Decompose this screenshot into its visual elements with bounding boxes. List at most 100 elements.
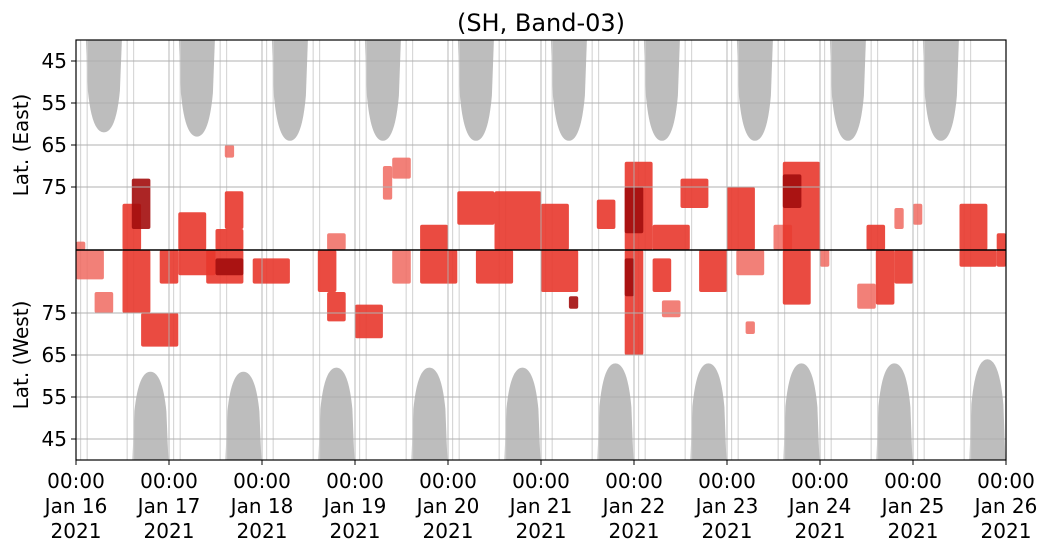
activity-cluster-15 — [252, 258, 290, 284]
activity-cluster-53 — [894, 250, 913, 284]
activity-cluster-6 — [141, 313, 179, 347]
x-tick-label-5-0: 00:00 — [512, 469, 570, 493]
x-tick-label-0-1: Jan 16 — [43, 494, 108, 518]
x-tick-label-1-0: 00:00 — [140, 469, 198, 493]
activity-cluster-35 — [624, 258, 634, 297]
x-tick-label-4-2: 2021 — [423, 519, 474, 543]
x-tick-label-7-0: 00:00 — [698, 469, 756, 493]
activity-cluster-24 — [420, 224, 448, 250]
activity-cluster-10 — [215, 229, 244, 250]
x-tick-label-6-2: 2021 — [609, 519, 660, 543]
activity-cluster-55 — [959, 203, 988, 250]
activity-cluster-52 — [894, 208, 904, 229]
x-tick-label-8-0: 00:00 — [791, 469, 849, 493]
x-tick-label-1-2: 2021 — [144, 519, 195, 543]
daylight-east-9 — [922, 40, 959, 141]
activity-cluster-22 — [392, 250, 411, 284]
activity-cluster-21 — [392, 157, 411, 179]
activity-cluster-18 — [327, 292, 346, 322]
activity-cluster-49 — [866, 224, 886, 250]
x-tick-label-2-1: Jan 18 — [229, 494, 294, 518]
activity-cluster-54 — [913, 203, 923, 225]
x-tick-label-3-2: 2021 — [330, 519, 381, 543]
y-tick-east-label-0: 45 — [42, 49, 67, 73]
daylight-east-6 — [643, 40, 680, 141]
activity-cluster-38 — [661, 300, 681, 318]
activity-cluster-13 — [224, 145, 235, 158]
activity-cluster-41 — [727, 187, 755, 250]
activity-cluster-12 — [215, 258, 244, 276]
y-tick-east-label-2: 65 — [42, 133, 67, 157]
x-tick-label-8-1: Jan 24 — [787, 494, 852, 518]
daylight-east-5 — [550, 40, 587, 141]
activity-cluster-1 — [76, 250, 104, 280]
daylight-west-6 — [690, 363, 727, 460]
x-tick-label-6-1: Jan 22 — [601, 494, 666, 518]
x-tick-label-9-0: 00:00 — [884, 469, 942, 493]
y-tick-west-label-3: 45 — [42, 427, 67, 451]
x-tick-label-3-0: 00:00 — [326, 469, 384, 493]
activity-cluster-56 — [959, 250, 997, 267]
x-tick-label-10-1: Jan 26 — [973, 494, 1038, 518]
activity-cluster-46 — [782, 174, 802, 208]
activity-cluster-26 — [475, 250, 514, 284]
activity-cluster-17 — [317, 250, 337, 292]
x-tick-label-2-2: 2021 — [237, 519, 288, 543]
daylight-layer — [80, 40, 1006, 460]
x-tick-label-2-0: 00:00 — [233, 469, 291, 493]
activity-cluster-39 — [680, 178, 709, 208]
activity-cluster-37 — [652, 258, 672, 292]
x-tick-label-5-1: Jan 21 — [508, 494, 573, 518]
activity-cluster-4 — [131, 178, 151, 229]
x-tick-label-6-0: 00:00 — [605, 469, 663, 493]
activity-cluster-2 — [94, 292, 114, 313]
activity-cluster-50 — [857, 283, 876, 309]
y-tick-east-label-1: 55 — [42, 91, 67, 115]
daylight-east-8 — [829, 40, 866, 141]
daylight-east-0 — [85, 40, 122, 133]
daylight-east-1 — [178, 40, 215, 137]
y-axis-east-label: Lat. (East) — [9, 94, 33, 197]
activity-cluster-48 — [820, 250, 830, 267]
daylight-east-3 — [364, 40, 401, 141]
daylight-west-9 — [969, 359, 1006, 460]
y-tick-west-label-0: 75 — [42, 301, 67, 325]
x-tick-label-10-2: 2021 — [981, 519, 1032, 543]
daylight-east-4 — [457, 40, 494, 141]
x-tick-label-0-2: 2021 — [51, 519, 102, 543]
x-tick-label-1-1: Jan 17 — [136, 494, 201, 518]
activity-cluster-36 — [652, 224, 690, 250]
x-tick-label-4-1: Jan 20 — [415, 494, 480, 518]
daylight-west-2 — [318, 367, 355, 460]
daylight-west-4 — [504, 367, 541, 460]
x-tick-label-3-1: Jan 19 — [322, 494, 387, 518]
activity-cluster-14 — [224, 191, 244, 229]
daylight-west-0 — [132, 371, 169, 460]
x-tick-label-9-1: Jan 25 — [880, 494, 945, 518]
activity-cluster-57 — [996, 233, 1006, 250]
activity-cluster-29 — [541, 250, 579, 292]
activity-cluster-0 — [76, 241, 86, 250]
y-tick-east-label-3: 75 — [42, 175, 67, 199]
activity-cluster-28 — [541, 203, 569, 250]
activity-cluster-19 — [355, 304, 383, 339]
y-axis-west-label: Lat. (West) — [9, 301, 33, 410]
daylight-west-1 — [225, 371, 262, 460]
activity-cluster-43 — [745, 321, 755, 334]
x-tick-label-0-0: 00:00 — [47, 469, 105, 493]
activity-cluster-47 — [782, 250, 811, 305]
activity-cluster-25 — [457, 191, 495, 225]
activity-cluster-27 — [494, 191, 541, 250]
x-tick-label-5-2: 2021 — [516, 519, 567, 543]
y-axis-west-ticks: 75 65 55 45 — [42, 301, 76, 451]
x-tick-label-7-1: Jan 23 — [694, 494, 759, 518]
chart-title: (SH, Band-03) — [457, 9, 625, 37]
x-tick-label-10-0: 00:00 — [977, 469, 1035, 493]
activity-cluster-40 — [699, 250, 727, 292]
daylight-west-3 — [411, 367, 448, 460]
activity-cluster-51 — [875, 250, 895, 305]
daylight-west-8 — [876, 363, 913, 460]
activity-cluster-5 — [122, 250, 151, 313]
